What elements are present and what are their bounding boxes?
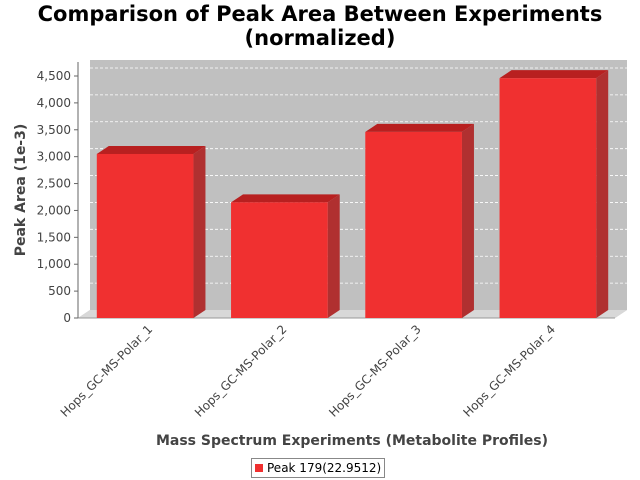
bars <box>96 70 609 318</box>
x-axis: Hops_GC-MS-Polar_1 Hops_GC-MS-Polar_2 Hops… <box>58 322 558 420</box>
x-tick-label: Hops_GC-MS-Polar_3 <box>326 322 424 420</box>
bar-side <box>327 194 340 318</box>
x-tick-label: Hops_GC-MS-Polar_4 <box>460 322 558 420</box>
y-tick-label: 0 <box>63 311 71 325</box>
y-tick-label: 500 <box>48 284 71 298</box>
legend: Peak 179(22.9512) <box>251 458 386 478</box>
bar-top <box>499 70 609 79</box>
x-tick-label: Hops_GC-MS-Polar_2 <box>192 322 290 420</box>
bar <box>96 153 194 318</box>
y-tick-label: 2,000 <box>37 203 71 217</box>
bar-top <box>96 145 206 154</box>
x-axis-label: Mass Spectrum Experiments (Metabolite Pr… <box>156 433 548 449</box>
x-tick-label: Hops_GC-MS-Polar_1 <box>58 322 156 420</box>
bar-top <box>365 123 474 132</box>
bar-side <box>596 70 609 318</box>
bar <box>499 78 597 318</box>
y-axis-label: Peak Area (1e-3) <box>13 124 29 257</box>
y-tick-label: 4,000 <box>37 96 71 110</box>
plot-floor <box>78 310 627 318</box>
y-tick-label: 2,500 <box>37 177 71 191</box>
chart-title-line-2: (normalized) <box>244 26 396 50</box>
chart-title-line-1: Comparison of Peak Area Between Experime… <box>37 2 603 26</box>
y-axis: 0 500 1,000 1,500 2,000 2,500 3,000 3,500 4,000 4… <box>37 62 79 325</box>
chart-title: Comparison of Peak Area Between Experime… <box>0 2 640 50</box>
bar <box>365 131 462 318</box>
y-tick-label: 1,500 <box>37 230 71 244</box>
y-tick-label: 3,000 <box>37 150 71 164</box>
y-tick-label: 1,000 <box>37 257 71 271</box>
legend-swatch <box>255 464 263 472</box>
y-tick-label: 3,500 <box>37 123 71 137</box>
bar-side <box>193 145 206 318</box>
legend-label: Peak 179(22.9512) <box>267 461 382 475</box>
bar-side <box>461 123 474 318</box>
bar <box>231 202 328 318</box>
y-tick-label: 4,500 <box>37 69 71 83</box>
bar-top <box>231 194 340 203</box>
